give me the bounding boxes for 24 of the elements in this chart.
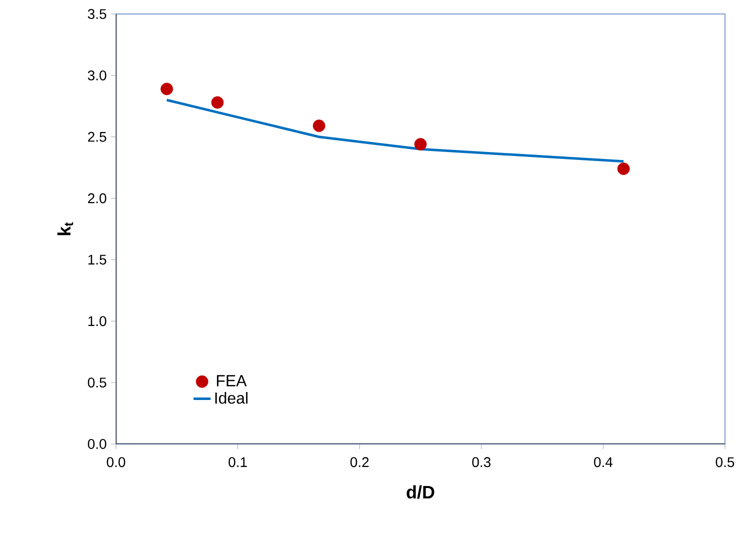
point (414, 138, 427, 150)
point (312, 120, 326, 132)
legend-label: FEA (216, 375, 247, 386)
point (211, 96, 224, 109)
y-tick-label: 3.0 (88, 70, 106, 80)
y-tick-label: 2.5 (88, 132, 106, 142)
x-tick-label: 0.3 (472, 457, 491, 468)
y-tick-label: 0.5 (88, 378, 106, 388)
point (617, 162, 630, 175)
point (160, 82, 173, 96)
y-axis-title: k$_{t}$ (57, 222, 74, 236)
y-tick-label: 0.0 (88, 439, 106, 449)
x-tick-label: 0.5 (716, 457, 734, 468)
x-tick-label: 0.1 (228, 457, 247, 468)
legend-label: Ideal (215, 392, 248, 404)
line-series (166, 98, 625, 163)
y-tick-label: 1.0 (88, 316, 106, 326)
x-tick-label: 0.4 (594, 457, 613, 468)
x-axis-title: d/D (406, 485, 434, 499)
y-tick-label: 3.5 (88, 9, 106, 19)
x-tick-label: 0.2 (350, 457, 369, 468)
y-tick-label: 1.5 (88, 254, 106, 265)
y-tick-label: 2.0 (88, 193, 106, 204)
x-tick-label: 0.0 (106, 457, 126, 468)
